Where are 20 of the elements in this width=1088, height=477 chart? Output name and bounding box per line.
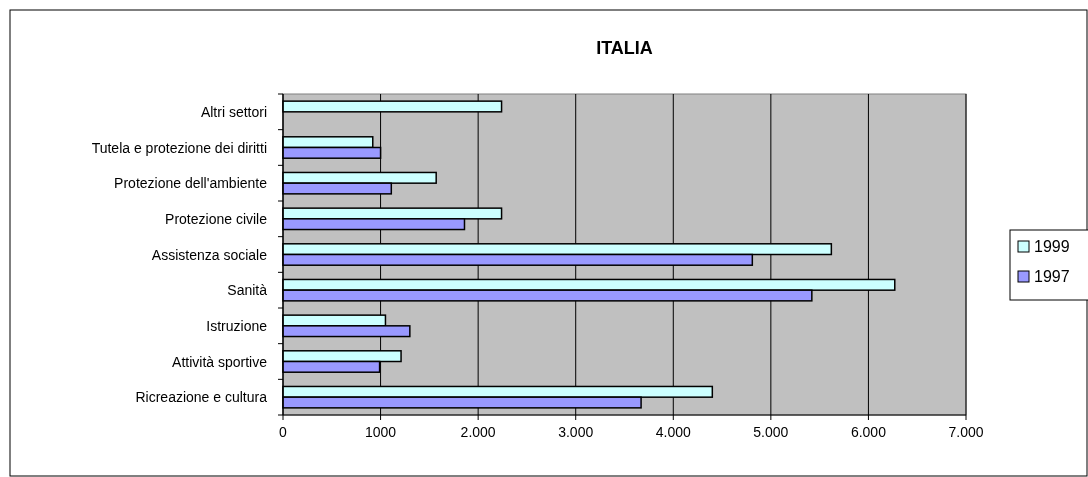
y-tick-label: Assistenza sociale <box>151 246 268 263</box>
legend-label: 1997 <box>1034 268 1070 285</box>
x-tick-label: 1000 <box>364 424 397 440</box>
y-tick-label: Attività sportive <box>172 353 268 370</box>
x-tick-label: 6.000 <box>850 424 887 440</box>
y-tick-label: Protezione civile <box>165 210 268 227</box>
x-tick-label: 5.000 <box>753 424 789 440</box>
x-tick-label: 2.000 <box>460 424 496 440</box>
y-tick-label: Sanità <box>227 282 268 299</box>
y-tick-label: Altri settori <box>200 103 267 120</box>
x-tick-label: 7.000 <box>948 424 984 440</box>
x-tick-label: 0 <box>279 424 288 440</box>
chart-title: ITALIA <box>596 38 653 58</box>
x-tick-label: 4.000 <box>655 424 692 440</box>
x-tick-label: 3.000 <box>558 424 594 440</box>
y-tick-label: Tutela e protezione dei diritti <box>91 139 267 156</box>
y-tick-label: Protezione dell'ambiente <box>114 175 268 192</box>
y-tick-label: Ricreazione e cultura <box>135 389 268 406</box>
legend-label: 1999 <box>1034 238 1070 255</box>
y-tick-label: Istruzione <box>206 317 268 334</box>
